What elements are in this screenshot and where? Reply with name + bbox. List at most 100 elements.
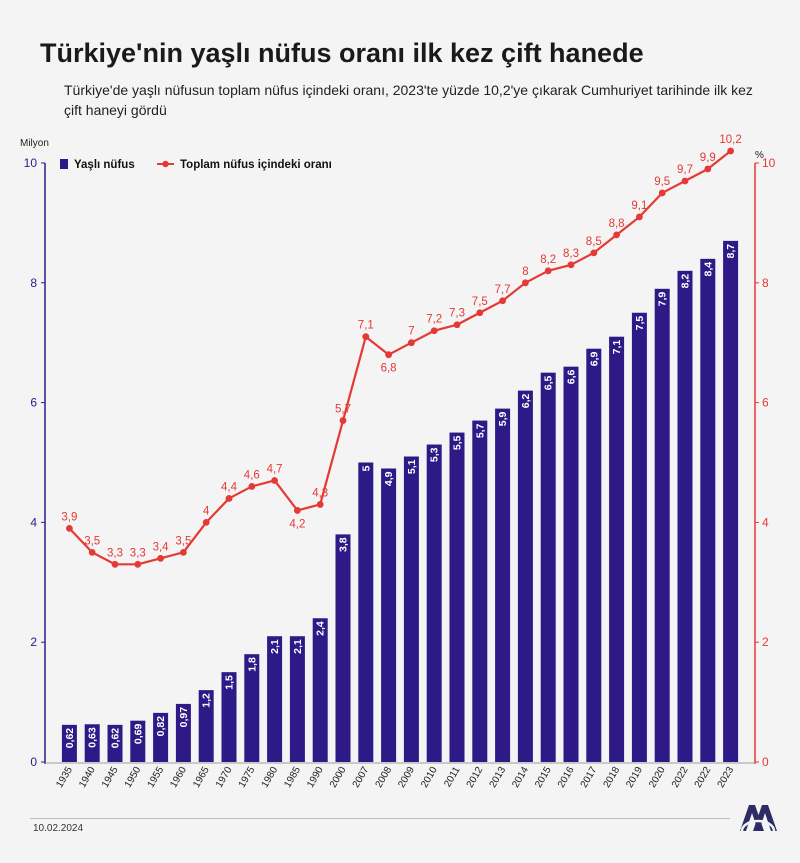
x-tick-label: 2000 xyxy=(328,765,349,790)
bar-value-label: 6,9 xyxy=(588,352,600,367)
ratio-value-label: 8,3 xyxy=(563,248,579,260)
bar xyxy=(677,270,693,762)
bar-value-label: 6,6 xyxy=(566,370,578,385)
bar-value-label: 5,3 xyxy=(429,447,441,462)
x-tick-label: 1980 xyxy=(260,765,281,790)
x-tick-label: 1945 xyxy=(100,765,121,790)
bar xyxy=(130,720,146,762)
bar-value-label: 0,62 xyxy=(110,728,122,749)
ratio-value-label: 7,5 xyxy=(472,296,488,308)
bar-value-label: 2,4 xyxy=(315,621,327,636)
bar-value-label: 2,1 xyxy=(269,639,281,654)
ratio-point xyxy=(567,261,575,269)
x-tick-label: 1935 xyxy=(54,765,75,790)
bar xyxy=(84,724,100,762)
bar xyxy=(107,724,123,762)
x-tick-label: 2009 xyxy=(396,765,417,790)
bar-value-label: 5 xyxy=(360,465,372,471)
ratio-point xyxy=(202,519,210,526)
ratio-point xyxy=(294,507,301,514)
x-tick-label: 1975 xyxy=(237,765,258,790)
bar xyxy=(312,618,328,762)
bar-value-label: 5,9 xyxy=(497,411,509,426)
bar xyxy=(198,690,214,762)
ratio-point xyxy=(180,548,187,556)
left-tick-label: 8 xyxy=(30,276,37,290)
bar-value-label: 4,9 xyxy=(383,471,395,486)
ratio-point xyxy=(385,351,392,359)
x-tick-label: 2012 xyxy=(465,765,486,790)
footer-divider xyxy=(30,818,730,819)
legend-bar-swatch xyxy=(60,159,68,169)
bar xyxy=(495,408,511,762)
x-tick-label: 2014 xyxy=(510,765,531,790)
right-tick-label: 2 xyxy=(762,635,769,649)
ratio-point xyxy=(499,297,506,305)
ratio-value-label: 7,3 xyxy=(449,308,465,320)
x-tick-label: 2013 xyxy=(488,765,509,790)
bar-value-label: 5,5 xyxy=(452,435,464,450)
ratio-point xyxy=(316,501,324,508)
bar-value-label: 0,62 xyxy=(64,728,76,749)
ratio-value-label: 9,5 xyxy=(654,176,670,188)
ratio-value-label: 3,3 xyxy=(130,547,146,559)
ratio-value-label: 3,5 xyxy=(84,535,100,547)
x-tick-label: 2023 xyxy=(716,765,737,790)
bar-value-label: 8,7 xyxy=(725,244,737,259)
ratio-value-label: 8,2 xyxy=(540,254,556,266)
chart-subtitle: Türkiye'de yaşlı nüfusun toplam nüfus iç… xyxy=(64,82,753,118)
x-tick-label: 1960 xyxy=(168,765,189,790)
bar xyxy=(723,240,739,762)
left-tick-label: 10 xyxy=(24,156,38,170)
left-tick-label: 2 xyxy=(30,635,37,649)
x-tick-label: 2010 xyxy=(419,765,440,790)
ratio-line xyxy=(68,150,732,566)
ratio-value-label: 8 xyxy=(522,266,528,278)
right-tick-label: 10 xyxy=(762,156,776,170)
right-tick-label: 4 xyxy=(762,515,769,529)
ratio-point xyxy=(362,333,370,341)
ratio-value-label: 4 xyxy=(203,505,210,517)
bar-value-label: 0,69 xyxy=(132,724,144,745)
bar xyxy=(586,348,602,762)
bar-value-label: 1,2 xyxy=(201,693,213,708)
ratio-point xyxy=(704,165,712,173)
x-tick-label: 1990 xyxy=(305,765,326,790)
bar xyxy=(540,372,556,762)
ratio-point xyxy=(544,267,552,275)
right-tick-label: 8 xyxy=(762,276,769,290)
bar xyxy=(631,312,647,762)
ratio-point xyxy=(339,417,347,424)
ratio-point xyxy=(157,554,165,562)
ratio-point xyxy=(453,321,461,329)
x-tick-label: 2007 xyxy=(351,765,372,790)
ratio-value-label: 3,5 xyxy=(175,535,191,547)
legend-bar-label: Yaşlı nüfus xyxy=(74,159,135,171)
ratio-point xyxy=(225,495,233,502)
ratio-point xyxy=(613,231,620,239)
x-tick-label: 2017 xyxy=(579,765,600,790)
left-tick-label: 4 xyxy=(30,515,37,529)
x-tick-label: 2015 xyxy=(533,765,554,790)
bar-value-label: 7,9 xyxy=(657,292,669,307)
bar-value-label: 3,8 xyxy=(338,537,350,552)
bar xyxy=(472,420,488,762)
x-tick-label: 1970 xyxy=(214,765,235,790)
bar xyxy=(426,444,442,762)
ratio-point xyxy=(658,189,666,197)
bar-value-label: 5,7 xyxy=(474,423,486,438)
bar xyxy=(358,462,374,762)
ratio-value-label: 7,1 xyxy=(358,320,374,332)
ratio-point xyxy=(111,560,119,568)
bar-value-label: 5,1 xyxy=(406,459,418,474)
ratio-point xyxy=(248,483,256,490)
bar-value-label: 1,8 xyxy=(246,657,258,672)
ratio-value-label: 4,4 xyxy=(221,481,238,493)
bar xyxy=(244,654,260,762)
ratio-value-label: 4,3 xyxy=(312,487,328,499)
bar xyxy=(381,468,397,762)
ratio-value-label: 7,2 xyxy=(426,314,442,326)
ratio-point xyxy=(134,560,142,568)
bar-value-label: 2,1 xyxy=(292,639,304,654)
